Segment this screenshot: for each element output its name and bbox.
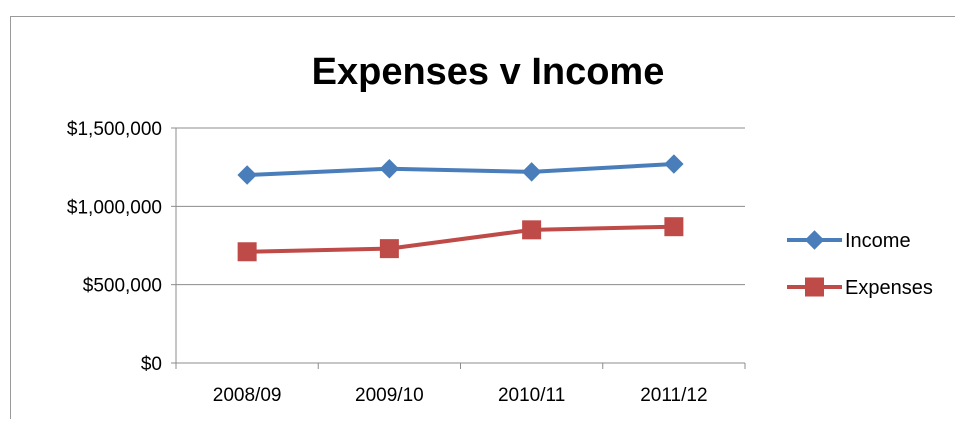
expenses-data-point bbox=[237, 242, 257, 262]
y-tick-label: $1,500,000 bbox=[67, 119, 162, 140]
x-tick-label: 2011/12 bbox=[640, 385, 707, 406]
income-data-point bbox=[521, 162, 542, 182]
x-tick-labels: 2008/09 2009/10 2010/11 2011/12 bbox=[213, 385, 708, 406]
gridlines bbox=[176, 127, 745, 286]
legend-marker-income bbox=[804, 230, 825, 250]
series-layer bbox=[237, 154, 684, 262]
income-data-point bbox=[237, 165, 257, 185]
income-series-line bbox=[247, 162, 674, 177]
y-tick-labels: $0 $500,000 $1,000,000 $1,500,000 bbox=[67, 119, 162, 375]
income-data-point bbox=[664, 154, 684, 174]
expenses-data-point bbox=[664, 217, 684, 237]
legend-label-expenses: Expenses bbox=[845, 277, 933, 299]
y-tick-label: $500,000 bbox=[83, 276, 162, 297]
legend-label-income: Income bbox=[845, 230, 911, 252]
income-data-point bbox=[379, 159, 400, 179]
x-tick-label: 2009/10 bbox=[355, 385, 424, 406]
expenses-series-line bbox=[247, 224, 674, 254]
y-tick-label: $1,000,000 bbox=[67, 197, 162, 218]
expenses-data-point bbox=[379, 239, 399, 259]
chart-frame bbox=[10, 16, 955, 419]
x-tick-label: 2010/11 bbox=[498, 385, 565, 406]
y-tick-label: $0 bbox=[141, 354, 162, 375]
expenses-data-point bbox=[522, 220, 542, 240]
axes bbox=[171, 127, 746, 369]
x-tick-label: 2008/09 bbox=[213, 385, 282, 406]
legend-marker-expenses bbox=[805, 277, 824, 297]
legend: Income Expenses bbox=[787, 230, 933, 299]
chart-title: Expenses v Income bbox=[312, 51, 665, 93]
